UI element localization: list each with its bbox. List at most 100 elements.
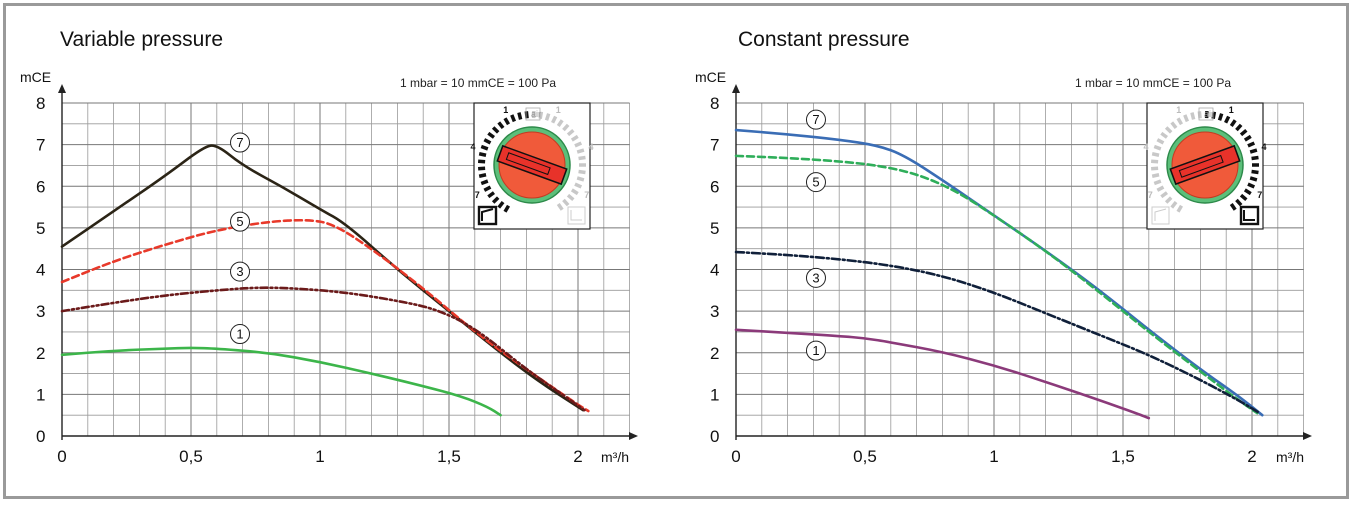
series-marker-circle xyxy=(230,324,251,345)
x-axis-label-variable: m³/h xyxy=(601,449,629,465)
y-tick-label: 2 xyxy=(36,344,45,363)
dial-tick xyxy=(503,117,511,126)
dial-brand-box xyxy=(525,107,541,121)
x-tick-label: 1 xyxy=(315,447,324,466)
x-axis-label-constant: m³/h xyxy=(1276,449,1304,465)
dial-number: 4 xyxy=(1261,142,1266,152)
dial-tick xyxy=(491,126,500,134)
y-axis-label-constant: mCE xyxy=(695,69,726,85)
series-line-3 xyxy=(734,250,1262,415)
mode-glyph xyxy=(1243,210,1255,221)
dial-pointer-slot xyxy=(505,152,551,176)
y-tick-label: 4 xyxy=(36,261,45,280)
chart-title-constant: Constant pressure xyxy=(738,28,910,51)
dial-tick xyxy=(517,112,523,120)
dial-tick xyxy=(544,113,551,121)
dial-brand-mark: air xyxy=(1204,109,1214,119)
dial-tick xyxy=(1156,185,1165,192)
dial-tick xyxy=(1239,193,1248,202)
dial-tick xyxy=(1249,176,1258,182)
y-tick-label: 2 xyxy=(710,344,719,363)
dial-tick xyxy=(566,128,575,137)
series-label: 7 xyxy=(236,135,243,150)
dial-tick xyxy=(1183,114,1190,123)
dial-number: 4 xyxy=(471,142,476,152)
dial-tick xyxy=(1151,173,1160,178)
y-axis-label-variable: mCE xyxy=(20,69,51,85)
dial-number: 4 xyxy=(1144,142,1149,152)
chart-variable-pressure: 0 1 2 3 4 5 6 7 8 0 0,5 1 1,5 2 7 5 3 1 xyxy=(36,84,638,466)
x-tick-label: 2 xyxy=(1247,447,1256,466)
y-tick-label: 3 xyxy=(36,302,45,321)
dial-pointer-slot xyxy=(1178,154,1224,178)
dial-tick xyxy=(1247,182,1256,189)
dial-tick xyxy=(480,144,489,151)
y-tick-label: 3 xyxy=(710,302,719,321)
dial-number: 7 xyxy=(475,190,480,200)
dial-tick xyxy=(478,173,487,178)
dial-number: 7 xyxy=(584,190,589,200)
y-tick-label: 8 xyxy=(710,94,719,113)
y-tick-label: 0 xyxy=(710,427,719,446)
dial-tick xyxy=(578,169,586,175)
dial-tick xyxy=(1217,113,1224,121)
dial-tick xyxy=(1229,202,1237,211)
dial-variable-icon: 1 4 7 1 4 7 air xyxy=(471,102,593,230)
dial-number: 1 xyxy=(503,105,508,115)
dial-tick xyxy=(510,114,517,123)
dial-tick xyxy=(1176,117,1184,126)
dial-tick xyxy=(562,123,570,132)
series-label: 1 xyxy=(236,327,243,342)
dial-tick xyxy=(483,185,492,192)
y-axis-arrow xyxy=(58,84,66,93)
dial-tick xyxy=(570,188,579,196)
dial-tick xyxy=(1243,188,1252,196)
dial-tick xyxy=(1153,144,1162,151)
series-line-1 xyxy=(734,328,1151,420)
constant-mode-icon xyxy=(567,206,586,225)
x-axis-arrow xyxy=(1303,432,1312,440)
dial-tick xyxy=(487,131,496,139)
y-tick-label: 5 xyxy=(710,219,719,238)
x-tick-label: 0,5 xyxy=(853,447,877,466)
dial-tick xyxy=(1164,196,1173,204)
y-tick-label: 8 xyxy=(36,94,45,113)
dial-tick xyxy=(576,176,585,182)
dial-number: 4 xyxy=(588,142,593,152)
dial-number: 1 xyxy=(556,105,561,115)
series-label: 5 xyxy=(812,175,819,190)
dial-tick xyxy=(574,182,583,189)
dial-tick xyxy=(551,115,558,124)
dial-tick xyxy=(503,204,511,213)
dial-number: 7 xyxy=(1148,190,1153,200)
variable-mode-icon xyxy=(1151,206,1170,225)
chart-note-variable: 1 mbar = 10 mmCE = 100 Pa xyxy=(400,76,556,90)
x-tick-label: 2 xyxy=(573,447,582,466)
dial-constant-icon: 1 4 7 1 4 7 air xyxy=(1144,102,1266,230)
x-tick-label: 1,5 xyxy=(1111,447,1135,466)
dial-tick xyxy=(578,155,586,161)
dial-tick xyxy=(1164,126,1173,134)
dial-tick xyxy=(1197,111,1202,119)
series-marker-circle xyxy=(805,340,826,361)
series-marker-circle xyxy=(230,211,251,232)
dial-tick xyxy=(1170,121,1178,130)
dial-tick xyxy=(556,119,564,128)
series-marker-circle xyxy=(230,261,251,282)
chart-frame xyxy=(3,3,1349,499)
dial-number: 1 xyxy=(1229,105,1234,115)
series-label: 3 xyxy=(236,264,243,279)
dial-tick xyxy=(574,141,583,148)
y-tick-label: 7 xyxy=(710,136,719,155)
series-marker-circle xyxy=(805,172,826,193)
dial-tick xyxy=(1176,204,1184,213)
series-marker-circle xyxy=(230,132,251,153)
series-label: 1 xyxy=(812,343,819,358)
dial-tick xyxy=(524,111,529,119)
series-label: 3 xyxy=(812,270,819,285)
dial-number: 7 xyxy=(1257,190,1262,200)
dial-tick xyxy=(1249,148,1258,154)
dial-tick xyxy=(570,134,579,142)
chart-title-variable: Variable pressure xyxy=(60,28,223,51)
